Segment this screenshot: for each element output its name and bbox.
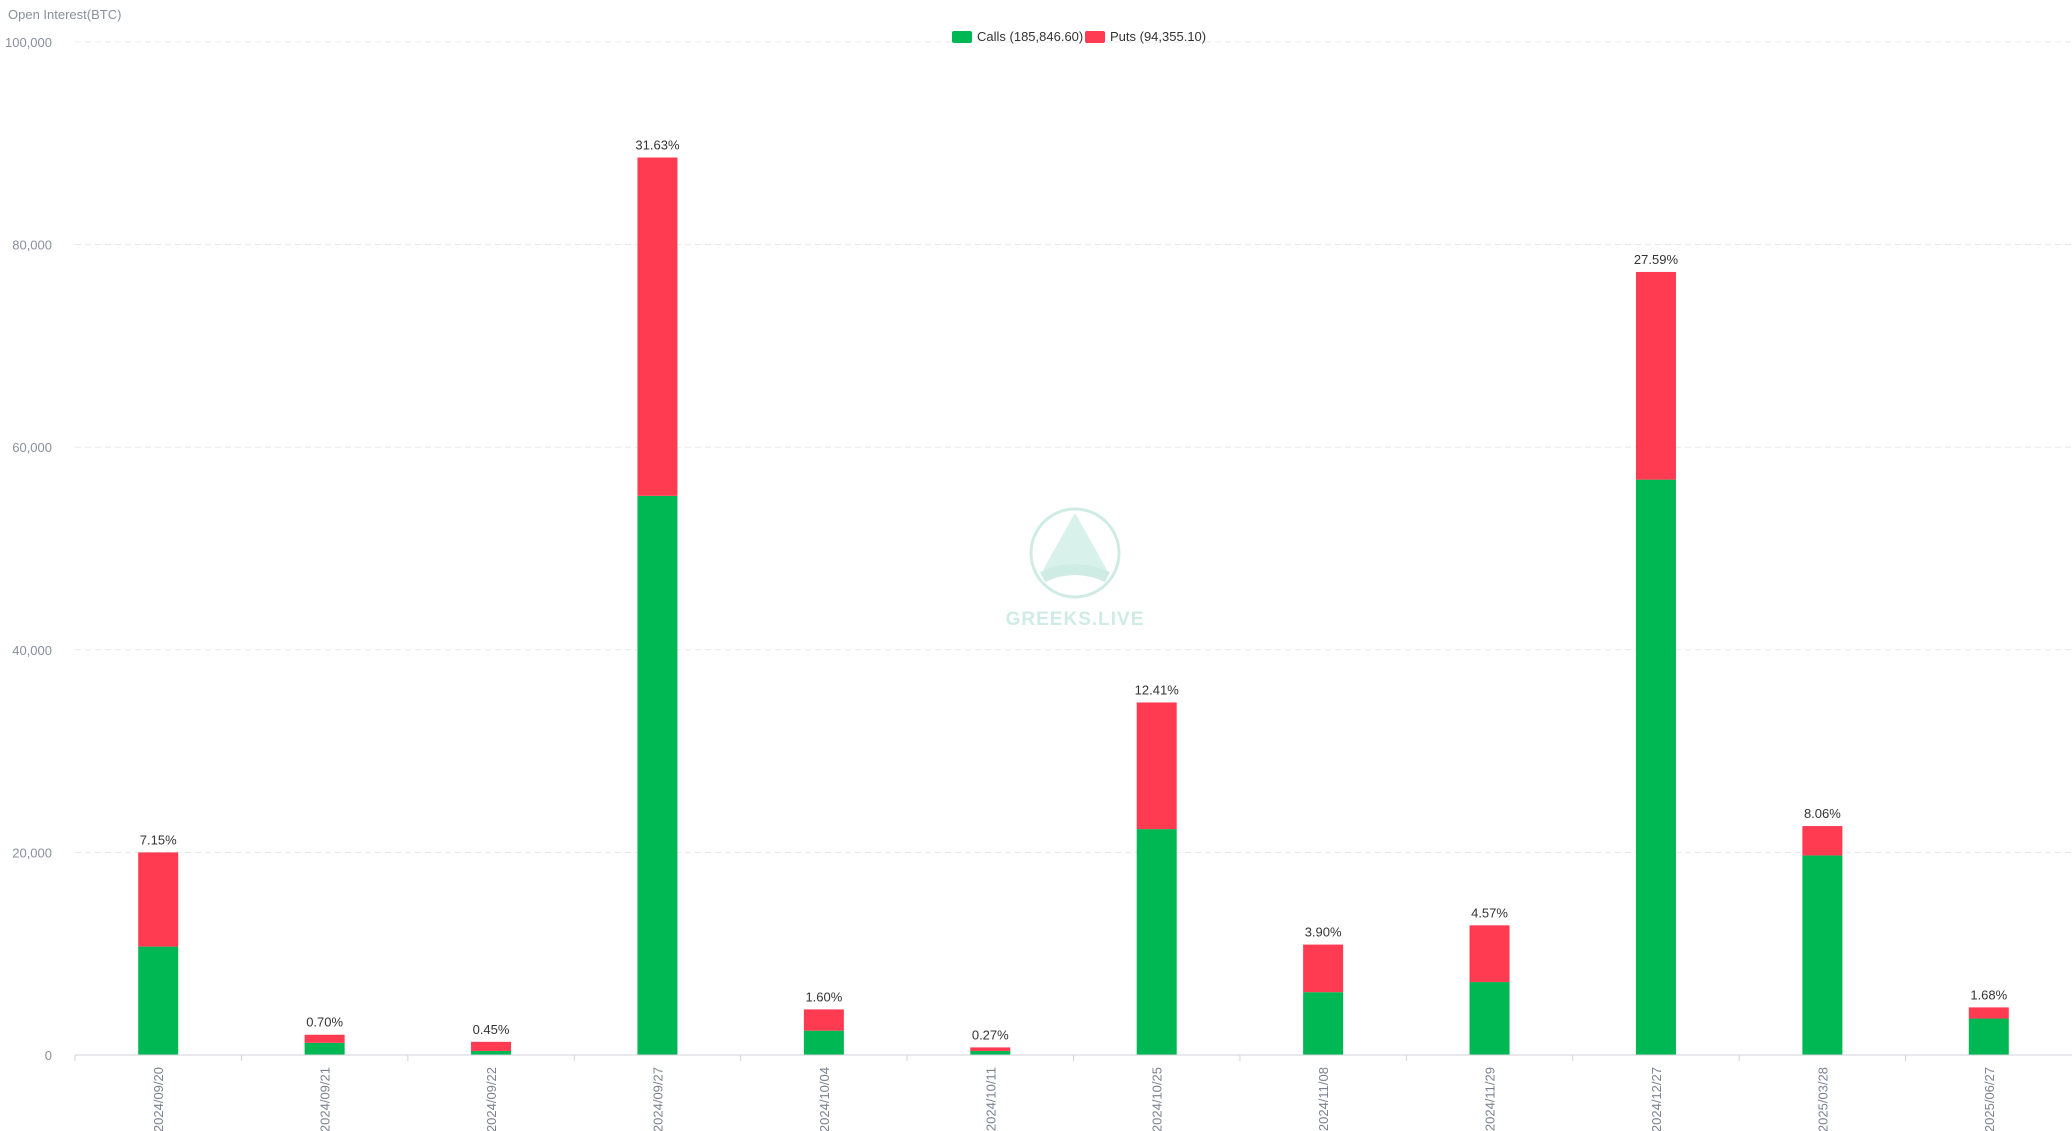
x-tick-label: 2024/09/27 [650, 1067, 665, 1131]
bar-calls[interactable] [637, 495, 678, 1056]
x-tick-label: 2024/10/11 [983, 1067, 998, 1131]
bar-puts[interactable] [637, 157, 678, 496]
bar-data-label: 27.59% [1634, 252, 1679, 267]
bar-calls[interactable] [1968, 1018, 2009, 1055]
x-tick-label: 2024/09/20 [151, 1067, 166, 1131]
x-tick-label: 2024/09/22 [484, 1067, 499, 1131]
bar-puts[interactable] [1802, 826, 1843, 856]
y-tick-label: 100,000 [5, 35, 52, 50]
data-labels: 7.15% 0.70% 0.45% 31.63% 1.60% 0.27% 12.41% 3.9… [140, 137, 2008, 1042]
legend-label-calls: Calls (185,846.60) [977, 29, 1083, 44]
y-tick-label: 40,000 [12, 643, 52, 658]
y-axis-title: Open Interest(BTC) [8, 7, 121, 22]
bar-data-label: 31.63% [635, 137, 680, 152]
bar-data-label: 0.27% [972, 1027, 1009, 1042]
bar-puts[interactable] [1968, 1007, 2009, 1019]
grid-lines [75, 41, 2072, 853]
watermark-text: GREEKS.LIVE [1006, 609, 1145, 630]
y-tick-label: 0 [45, 1048, 52, 1063]
y-tick-label: 60,000 [12, 440, 52, 455]
bar-data-label: 0.45% [473, 1022, 510, 1037]
bar-data-label: 8.06% [1804, 806, 1841, 821]
bar-puts[interactable] [471, 1041, 512, 1051]
x-tick-label: 2024/11/08 [1316, 1067, 1331, 1131]
bar-calls[interactable] [304, 1042, 345, 1055]
bar-puts[interactable] [970, 1047, 1011, 1051]
bar-data-label: 7.15% [140, 832, 177, 847]
x-tick-label: 2025/03/28 [1815, 1067, 1830, 1131]
y-tick-label: 20,000 [12, 845, 52, 860]
bar-puts[interactable] [803, 1009, 844, 1031]
bar-data-label: 1.68% [1970, 987, 2007, 1002]
x-axis-ticks: 2024/09/20 2024/09/21 2024/09/22 2024/09/27… [74, 1055, 1997, 1131]
bar-calls[interactable] [1469, 982, 1510, 1055]
x-tick-label: 2024/11/29 [1483, 1067, 1498, 1131]
x-tick-label: 2024/09/21 [318, 1067, 333, 1131]
x-tick-label: 2024/12/27 [1649, 1067, 1664, 1131]
bar-calls[interactable] [1635, 479, 1676, 1056]
y-tick-label: 80,000 [12, 238, 52, 253]
y-axis-ticks: 0 20,000 40,000 60,000 80,000 100,000 [5, 35, 52, 1063]
x-tick-label: 2025/06/27 [1982, 1067, 1997, 1131]
bar-calls[interactable] [1802, 855, 1843, 1055]
bar-calls[interactable] [138, 946, 179, 1055]
bar-calls[interactable] [1136, 829, 1177, 1055]
legend-item-calls[interactable]: Calls (185,846.60) [952, 29, 1083, 44]
legend-label-puts: Puts (94,355.10) [1110, 29, 1206, 44]
bar-data-label: 1.60% [805, 989, 842, 1004]
bar-puts[interactable] [1136, 702, 1177, 830]
bar-data-label: 4.57% [1471, 905, 1508, 920]
bar-data-label: 0.70% [306, 1015, 343, 1030]
bar-calls[interactable] [471, 1050, 512, 1055]
legend-item-puts[interactable]: Puts (94,355.10) [1085, 29, 1206, 44]
bar-calls[interactable] [970, 1050, 1011, 1055]
bar-calls[interactable] [1303, 992, 1344, 1055]
bar-puts[interactable] [1469, 925, 1510, 983]
bar-puts[interactable] [138, 852, 179, 947]
legend[interactable]: Calls (185,846.60) Puts (94,355.10) [952, 29, 1206, 44]
bars [138, 157, 2009, 1056]
bar-puts[interactable] [304, 1034, 345, 1043]
bar-puts[interactable] [1303, 944, 1344, 993]
bar-calls[interactable] [803, 1030, 844, 1055]
watermark-logo: GREEKS.LIVE [1006, 507, 1145, 630]
x-tick-label: 2024/10/04 [817, 1067, 832, 1131]
x-tick-label: 2024/10/25 [1150, 1067, 1165, 1131]
bar-puts[interactable] [1635, 271, 1676, 480]
bar-data-label: 3.90% [1305, 925, 1342, 940]
bar-data-label: 12.41% [1135, 682, 1180, 697]
